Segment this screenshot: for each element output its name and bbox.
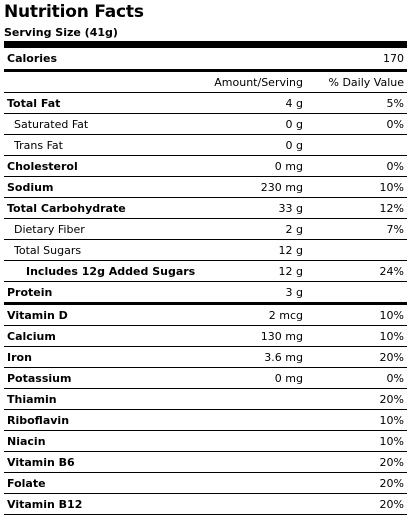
- vitamin-name: Vitamin D: [4, 303, 200, 326]
- vitamin-amount: [200, 493, 306, 515]
- vitamin-dv: 10%: [306, 409, 407, 431]
- nutrient-dv: 5%: [306, 92, 407, 114]
- nutrient-name: Protein: [4, 281, 200, 305]
- vitamin-dv: 20%: [306, 388, 407, 410]
- nutrient-dv: 0%: [306, 113, 407, 135]
- vitamin-amount: 130 mg: [200, 325, 306, 347]
- vitamin-dv: 10%: [306, 430, 407, 452]
- vitamin-row: Niacin 10%: [4, 430, 407, 452]
- nutrient-amount: 3 g: [200, 281, 306, 305]
- vitamin-name: Vitamin B6: [4, 451, 200, 473]
- nutrient-dv: 0%: [306, 155, 407, 177]
- nutrition-table: Calories 170 Amount/Serving % Daily Valu…: [4, 48, 407, 515]
- nutrient-amount: 0 g: [200, 113, 306, 135]
- vitamin-row: Vitamin B12 20%: [4, 493, 407, 515]
- vitamin-row: Vitamin D 2 mcg 10%: [4, 303, 407, 326]
- amount-header: Amount/Serving: [200, 70, 306, 93]
- nutrient-name: Saturated Fat: [4, 113, 200, 135]
- vitamin-row: Potassium 0 mg 0%: [4, 367, 407, 389]
- vitamin-dv: 20%: [306, 472, 407, 494]
- nutrient-row: Cholesterol 0 mg 0%: [4, 155, 407, 177]
- nutrient-amount: 0 g: [200, 134, 306, 156]
- nutrient-dv: 7%: [306, 218, 407, 240]
- vitamin-name: Iron: [4, 346, 200, 368]
- calories-row: Calories 170: [4, 48, 407, 72]
- vitamin-amount: [200, 472, 306, 494]
- vitamin-row: Thiamin 20%: [4, 388, 407, 410]
- nutrient-dv: [306, 239, 407, 261]
- calories-value: 170: [306, 48, 407, 72]
- vitamin-row: Folate 20%: [4, 472, 407, 494]
- calories-label: Calories: [4, 48, 200, 72]
- nutrient-dv: [306, 281, 407, 305]
- nutrient-amount: 2 g: [200, 218, 306, 240]
- vitamin-dv: 10%: [306, 325, 407, 347]
- vitamin-amount: [200, 451, 306, 473]
- vitamin-name: Folate: [4, 472, 200, 494]
- nutrient-row: Trans Fat 0 g: [4, 134, 407, 156]
- nutrient-row: Total Carbohydrate 33 g 12%: [4, 197, 407, 219]
- nutrient-row: Protein 3 g: [4, 281, 407, 305]
- nutrient-name: Includes 12g Added Sugars: [4, 260, 200, 282]
- nutrient-name: Total Sugars: [4, 239, 200, 261]
- nutrient-dv: [306, 134, 407, 156]
- nutrient-name: Dietary Fiber: [4, 218, 200, 240]
- nutrient-amount: 0 mg: [200, 155, 306, 177]
- nutrient-name: Cholesterol: [4, 155, 200, 177]
- serving-size: Serving Size (41g): [4, 24, 407, 48]
- nutrient-amount: 12 g: [200, 260, 306, 282]
- vitamin-row: Calcium 130 mg 10%: [4, 325, 407, 347]
- vitamin-name: Riboflavin: [4, 409, 200, 431]
- vitamin-amount: [200, 388, 306, 410]
- vitamin-amount: 2 mcg: [200, 303, 306, 326]
- vitamin-name: Calcium: [4, 325, 200, 347]
- vitamin-row: Iron 3.6 mg 20%: [4, 346, 407, 368]
- vitamin-amount: 0 mg: [200, 367, 306, 389]
- nutrient-dv: 12%: [306, 197, 407, 219]
- vitamin-dv: 10%: [306, 303, 407, 326]
- calories-spacer: [200, 48, 306, 72]
- nutrient-name: Total Carbohydrate: [4, 197, 200, 219]
- header-spacer: [4, 70, 200, 93]
- nutrient-name: Sodium: [4, 176, 200, 198]
- nutrient-row: Sodium 230 mg 10%: [4, 176, 407, 198]
- nutrient-row: Includes 12g Added Sugars 12 g 24%: [4, 260, 407, 282]
- nutrient-amount: 12 g: [200, 239, 306, 261]
- vitamin-row: Vitamin B6 20%: [4, 451, 407, 473]
- vitamin-name: Niacin: [4, 430, 200, 452]
- nutrient-dv: 10%: [306, 176, 407, 198]
- column-header-row: Amount/Serving % Daily Value: [4, 70, 407, 93]
- nutrient-amount: 230 mg: [200, 176, 306, 198]
- nutrient-amount: 33 g: [200, 197, 306, 219]
- nutrient-dv: 24%: [306, 260, 407, 282]
- nutrient-row: Total Sugars 12 g: [4, 239, 407, 261]
- vitamin-name: Potassium: [4, 367, 200, 389]
- vitamin-name: Thiamin: [4, 388, 200, 410]
- label-title: Nutrition Facts: [4, 2, 144, 22]
- nutrient-name: Trans Fat: [4, 134, 200, 156]
- nutrient-row: Saturated Fat 0 g 0%: [4, 113, 407, 135]
- vitamin-amount: [200, 409, 306, 431]
- nutrition-facts-label: Nutrition Facts Serving Size (41g) Calor…: [4, 2, 407, 515]
- vitamin-dv: 20%: [306, 451, 407, 473]
- nutrient-name: Total Fat: [4, 92, 200, 114]
- dv-header: % Daily Value: [306, 70, 407, 93]
- nutrient-row: Total Fat 4 g 5%: [4, 92, 407, 114]
- vitamin-dv: 20%: [306, 346, 407, 368]
- nutrient-amount: 4 g: [200, 92, 306, 114]
- vitamin-amount: [200, 430, 306, 452]
- vitamin-name: Vitamin B12: [4, 493, 200, 515]
- vitamin-row: Riboflavin 10%: [4, 409, 407, 431]
- vitamin-dv: 0%: [306, 367, 407, 389]
- vitamin-dv: 20%: [306, 493, 407, 515]
- vitamin-amount: 3.6 mg: [200, 346, 306, 368]
- nutrient-row: Dietary Fiber 2 g 7%: [4, 218, 407, 240]
